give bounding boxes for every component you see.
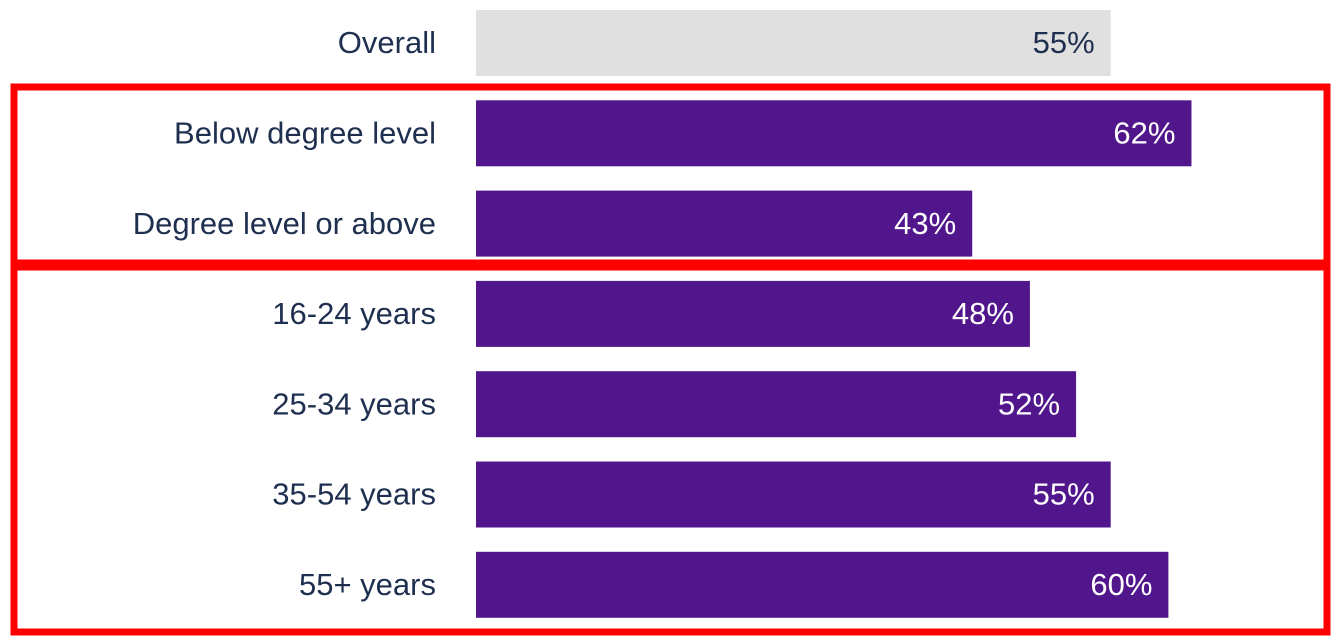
value-label: 55% [1033, 477, 1095, 512]
category-label: Overall [338, 25, 436, 60]
category-label: 35-54 years [272, 477, 436, 512]
category-label: Below degree level [174, 115, 436, 150]
group-box [10, 263, 1331, 636]
group-box [10, 83, 1331, 267]
category-label: Degree level or above [133, 206, 436, 241]
value-label: 52% [998, 386, 1060, 421]
bar [476, 551, 1169, 618]
value-label: 60% [1090, 567, 1152, 602]
bar [476, 461, 1111, 528]
category-label: 55+ years [299, 567, 436, 602]
value-label: 43% [894, 206, 956, 241]
bar [476, 190, 973, 257]
bar [476, 100, 1192, 167]
category-label: 16-24 years [272, 296, 436, 331]
value-label: 62% [1113, 115, 1175, 150]
bar [476, 371, 1077, 438]
value-label: 55% [1033, 25, 1095, 60]
category-label: 25-34 years [272, 386, 436, 421]
bar [476, 280, 1030, 347]
value-label: 48% [952, 296, 1014, 331]
bar [476, 10, 1111, 76]
